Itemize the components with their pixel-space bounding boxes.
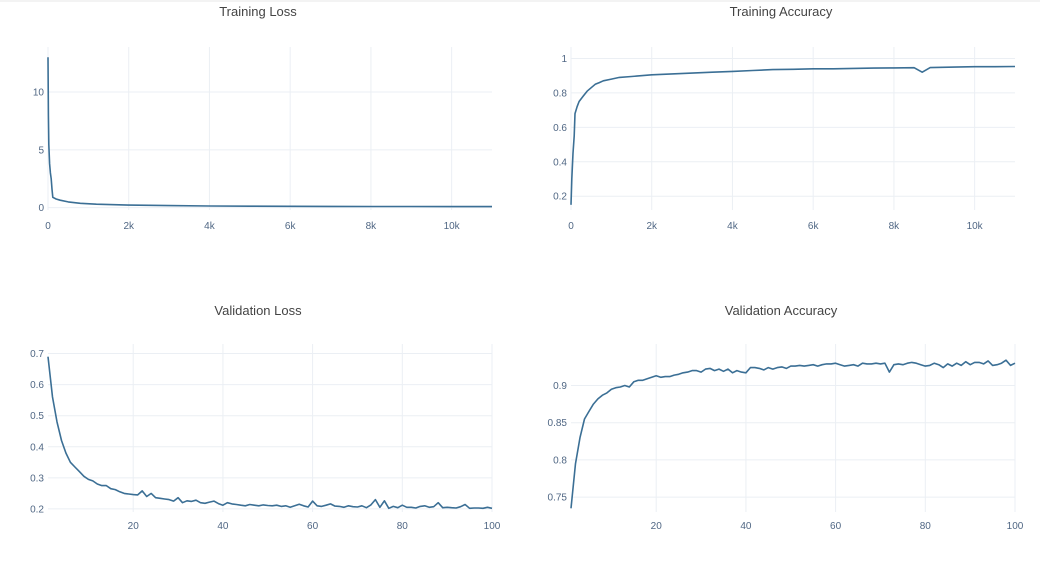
x-tick-label: 100 <box>484 521 501 532</box>
y-tick-label: 0.4 <box>553 157 567 168</box>
top-border <box>0 0 1040 2</box>
y-tick-label: 5 <box>38 145 44 156</box>
validation-loss-line <box>47 356 493 510</box>
training-loss-title: Training Loss <box>219 4 297 19</box>
y-tick-label: 0.4 <box>30 442 44 453</box>
x-tick-label: 60 <box>830 521 842 532</box>
x-tick-label: 8k <box>366 221 378 232</box>
x-tick-label: 0 <box>568 221 574 232</box>
x-tick-label: 0 <box>45 221 51 232</box>
validation-accuracy-title: Validation Accuracy <box>725 303 838 318</box>
validation-accuracy-chart: Validation Accuracy 20 40 60 80 100 0.75 0.8 0.8… <box>548 303 1024 532</box>
y-tick-label: 0.8 <box>553 88 567 99</box>
x-tick-label: 8k <box>889 221 901 232</box>
x-tick-label: 100 <box>1007 521 1024 532</box>
training-accuracy-line <box>570 65 1016 205</box>
x-tick-label: 10k <box>444 221 461 232</box>
x-tick-label: 60 <box>307 521 319 532</box>
validation-loss-chart: Validation Loss 20 40 60 80 100 0.2 0.3 0.4 0.5 0.… <box>30 303 501 532</box>
x-tick-label: 80 <box>397 521 409 532</box>
x-tick-label: 20 <box>651 521 663 532</box>
x-tick-label: 80 <box>920 521 932 532</box>
validation-loss-title: Validation Loss <box>214 303 302 318</box>
x-tick-label: 40 <box>740 521 752 532</box>
x-tick-label: 6k <box>285 221 297 232</box>
y-tick-label: 0.75 <box>548 493 568 504</box>
training-loss-chart: Training Loss 0 2k 4k 6k 8k 10k 0 5 10 <box>33 4 492 232</box>
x-tick-label: 6k <box>808 221 820 232</box>
y-tick-label: 0.85 <box>548 418 568 429</box>
x-tick-label: 4k <box>204 221 216 232</box>
x-tick-label: 4k <box>727 221 739 232</box>
y-tick-label: 0.2 <box>553 192 567 203</box>
y-tick-label: 0.8 <box>553 455 567 466</box>
y-tick-label: 0.2 <box>30 504 44 515</box>
y-tick-label: 0.6 <box>553 123 567 134</box>
training-loss-line <box>47 57 492 208</box>
y-tick-label: 0.7 <box>30 349 44 360</box>
x-tick-label: 2k <box>123 221 135 232</box>
training-accuracy-chart: Training Accuracy 0 2k 4k 6k 8k 10k 0.2 0.4 0.6 0.… <box>553 4 1016 232</box>
y-tick-label: 0.6 <box>30 380 44 391</box>
validation-accuracy-line <box>570 359 1016 509</box>
training-accuracy-title: Training Accuracy <box>730 4 833 19</box>
y-tick-label: 0.5 <box>30 411 44 422</box>
y-tick-label: 0 <box>38 203 44 214</box>
x-tick-label: 20 <box>128 521 140 532</box>
x-tick-label: 2k <box>646 221 658 232</box>
y-tick-label: 10 <box>33 88 45 99</box>
y-tick-label: 1 <box>561 54 567 65</box>
y-tick-label: 0.3 <box>30 473 44 484</box>
x-tick-label: 10k <box>967 221 984 232</box>
x-tick-label: 40 <box>217 521 229 532</box>
y-tick-label: 0.9 <box>553 381 567 392</box>
